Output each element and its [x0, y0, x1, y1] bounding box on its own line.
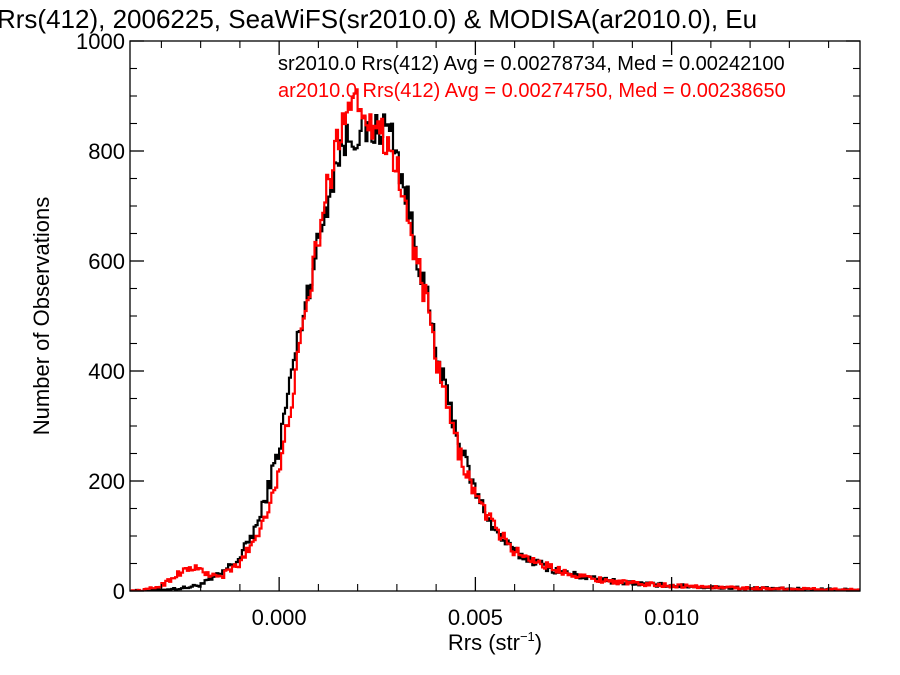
x-axis-ticks: 0.000 0.005 0.010 [160, 41, 830, 630]
x-axis-label-superscript: −1 [520, 629, 535, 644]
legend-entry-1: sr2010.0 Rrs(412) Avg = 0.00278734, Med … [278, 53, 785, 75]
series-group [130, 88, 860, 591]
x-axis-label-close: ) [535, 630, 542, 655]
legend: sr2010.0 Rrs(412) Avg = 0.00278734, Med … [278, 53, 786, 102]
y-tick-label: 400 [88, 359, 125, 384]
y-tick-label: 0 [113, 579, 125, 604]
series-line-2 [130, 88, 860, 591]
series-line-1 [130, 113, 860, 591]
x-tick-label: 0.000 [252, 605, 307, 630]
chart-title: Rrs(412), 2006225, SeaWiFS(sr2010.0) & M… [0, 4, 757, 34]
y-axis-label: Number of Observations [29, 197, 54, 435]
x-axis-label: Rrs (str−1) [448, 629, 542, 655]
plot-frame [129, 40, 861, 592]
x-axis-label-main: Rrs (str [448, 630, 520, 655]
y-tick-label: 800 [88, 139, 125, 164]
y-tick-label: 200 [88, 469, 125, 494]
legend-entry-2: ar2010.0 Rrs(412) Avg = 0.00274750, Med … [278, 80, 786, 102]
y-tick-label: 1000 [76, 29, 125, 54]
y-axis-ticks: 0 200 400 600 800 1000 [76, 29, 860, 604]
x-tick-label: 0.010 [644, 605, 699, 630]
y-tick-label: 600 [88, 249, 125, 274]
x-tick-label: 0.005 [448, 605, 503, 630]
